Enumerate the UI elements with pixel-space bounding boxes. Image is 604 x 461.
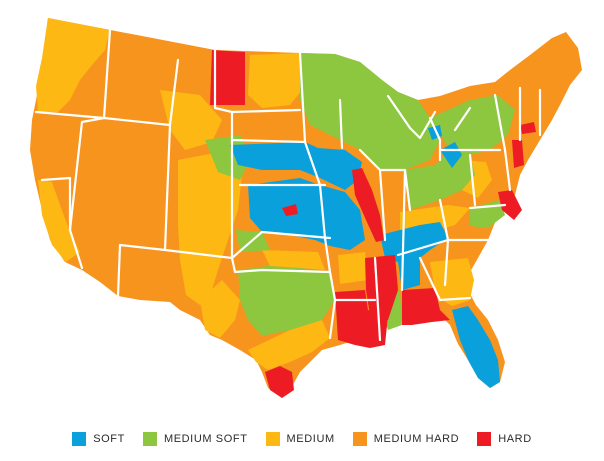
hard-region-south-texas [265,366,294,398]
medium-region-oklahoma-strip [262,250,325,270]
map-legend: SOFT MEDIUM SOFT MEDIUM MEDIUM HARD HARD [0,428,604,450]
medium-soft-region-great-lakes [430,95,515,155]
medium-region-texas-gulf [248,320,330,370]
hard-region-kansas-spot [282,204,298,216]
medium-soft-region-upper-midwest [300,53,440,170]
legend-label-medium-soft: MEDIUM SOFT [163,433,248,445]
medium-region-california-coast [38,180,80,262]
legend-label-medium: MEDIUM [286,433,335,445]
legend-item-hard: HARD [477,432,532,446]
border-plains [230,51,332,274]
medium-region-nevada-utah [178,150,242,305]
legend-label-hard: HARD [498,433,532,445]
medium-soft-region-indiana [405,150,475,210]
hard-region-dakotas [210,50,245,105]
legend-item-soft: SOFT [72,432,125,446]
soft-region-kansas-missouri [248,178,365,250]
medium-region-georgia [430,258,474,306]
hard-region-illinois-river [352,168,384,242]
legend-item-medium: MEDIUM [265,432,335,446]
medium-region-arkansas [338,252,368,284]
hard-region-chesapeake [498,190,522,220]
medium-region-pacific-nw [36,18,110,112]
hard-region-mississippi [365,255,398,320]
hard-region-connecticut [520,122,536,134]
hard-region-mississippi-valley [335,290,388,348]
border-west-columns [68,28,234,298]
legend-swatch-medium [265,432,280,446]
border-texas [230,256,337,340]
legend-swatch-hard [477,432,492,446]
medium-region-montana-east [160,90,222,150]
legend-swatch-soft [72,432,87,446]
medium-regions [36,18,492,370]
medium-region-texas-west [200,280,240,338]
soft-region-nebraska-iowa [230,142,362,190]
legend-item-medium-hard: MEDIUM HARD [352,432,460,446]
medium-soft-region-texas-central [238,266,335,336]
state-borders [34,28,542,342]
us-water-hardness-map [30,18,582,398]
soft-region-lake-erie [440,142,462,168]
hard-region-florida-panhandle [402,288,450,325]
soft-region-tennessee-alabama [380,222,448,290]
legend-label-medium-hard: MEDIUM HARD [373,433,460,445]
hard-region-new-jersey [512,140,524,168]
legend-swatch-medium-soft [142,432,157,446]
medium-region-north-dakota [248,53,302,108]
legend-label-soft: SOFT [93,433,125,445]
soft-region-florida [452,306,500,388]
legend-item-medium-soft: MEDIUM SOFT [142,432,248,446]
medium-soft-regions [205,53,515,336]
border-east [438,86,542,302]
legend-swatch-medium-hard [352,432,367,446]
border-great-lakes [386,94,472,162]
hard-regions [210,50,536,398]
border-pacific [34,110,106,270]
